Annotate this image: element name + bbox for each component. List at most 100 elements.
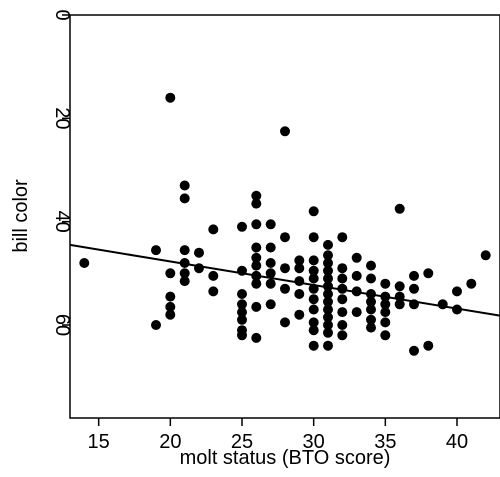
data-point [409,345,419,356]
data-point [380,299,391,310]
data-point [323,340,333,351]
data-point [323,312,333,323]
data-point [351,270,362,281]
data-point [366,273,376,284]
data-point [294,289,305,299]
data-point [366,314,376,325]
y-tick-label: 40 [51,211,73,233]
data-point [351,307,362,318]
data-point [308,317,319,328]
data-point [237,314,247,325]
data-point [179,268,190,279]
x-tick-label: 40 [446,431,468,453]
data-point [251,252,262,263]
data-point [323,273,333,284]
data-point [265,242,276,253]
data-point [251,219,262,230]
data-point [337,320,348,330]
data-point [380,307,391,318]
data-point [308,304,319,315]
x-tick-label: 15 [88,431,110,453]
data-point [280,126,290,137]
data-point [265,258,276,268]
data-point [165,291,176,302]
data-point [351,252,362,263]
data-point [165,301,176,312]
data-point [179,276,190,287]
data-point [294,309,305,320]
y-tick-label: 20 [51,107,73,129]
data-point [294,263,305,274]
data-point [151,245,161,256]
data-point [280,317,290,328]
x-tick-label: 25 [231,431,253,453]
data-point [280,232,290,243]
data-point [251,198,262,209]
x-tick-label: 30 [303,431,325,453]
data-point [237,330,247,341]
data-point [366,260,376,271]
x-tick-label: 20 [159,431,181,453]
data-point [280,283,290,294]
regression-line-layer [69,243,500,317]
data-point [394,281,405,292]
y-tick-label: 60 [51,314,73,336]
y-axis-label: bill color [10,179,32,253]
data-point [308,325,319,336]
data-point [294,255,305,266]
data-point [409,283,419,294]
points-layer [79,92,491,356]
data-point [265,219,276,230]
data-point [452,286,462,297]
data-point [251,260,262,271]
data-point [380,330,391,341]
data-point [79,258,90,268]
data-point [466,278,477,289]
data-point [337,294,348,305]
data-point [165,309,176,320]
data-point [337,263,348,274]
data-point [251,278,262,289]
plot-frame [69,14,500,419]
data-point [308,273,319,284]
data-point [366,296,376,307]
data-point [323,258,333,268]
data-point [323,239,333,250]
data-point [337,273,348,284]
data-point [265,268,276,279]
data-point [337,232,348,243]
data-point [251,332,262,343]
data-point [323,304,333,315]
data-point [423,268,434,279]
x-axis-label: molt status (BTO score) [180,447,391,469]
data-point [251,190,262,201]
y-tick-label: 0 [51,9,73,20]
data-point [323,265,333,276]
data-point [165,92,176,103]
data-point [323,296,333,307]
data-point [251,242,262,253]
x-axis-ticks: 15 20 25 30 35 40 [88,418,468,453]
data-point [380,317,391,328]
data-point [179,180,190,191]
data-point [280,263,290,274]
data-point [380,278,391,289]
data-point [165,268,176,279]
data-point [237,289,247,299]
data-point [409,270,419,281]
data-point [308,340,319,351]
data-point [151,320,161,330]
data-point [237,299,247,310]
data-point [480,250,491,261]
data-point [366,304,376,315]
data-point [394,299,405,310]
data-point [237,307,247,318]
data-point [179,193,190,204]
data-point [323,320,333,330]
data-point [265,299,276,310]
data-point [308,206,319,217]
data-point [394,203,405,214]
data-point [366,322,376,333]
